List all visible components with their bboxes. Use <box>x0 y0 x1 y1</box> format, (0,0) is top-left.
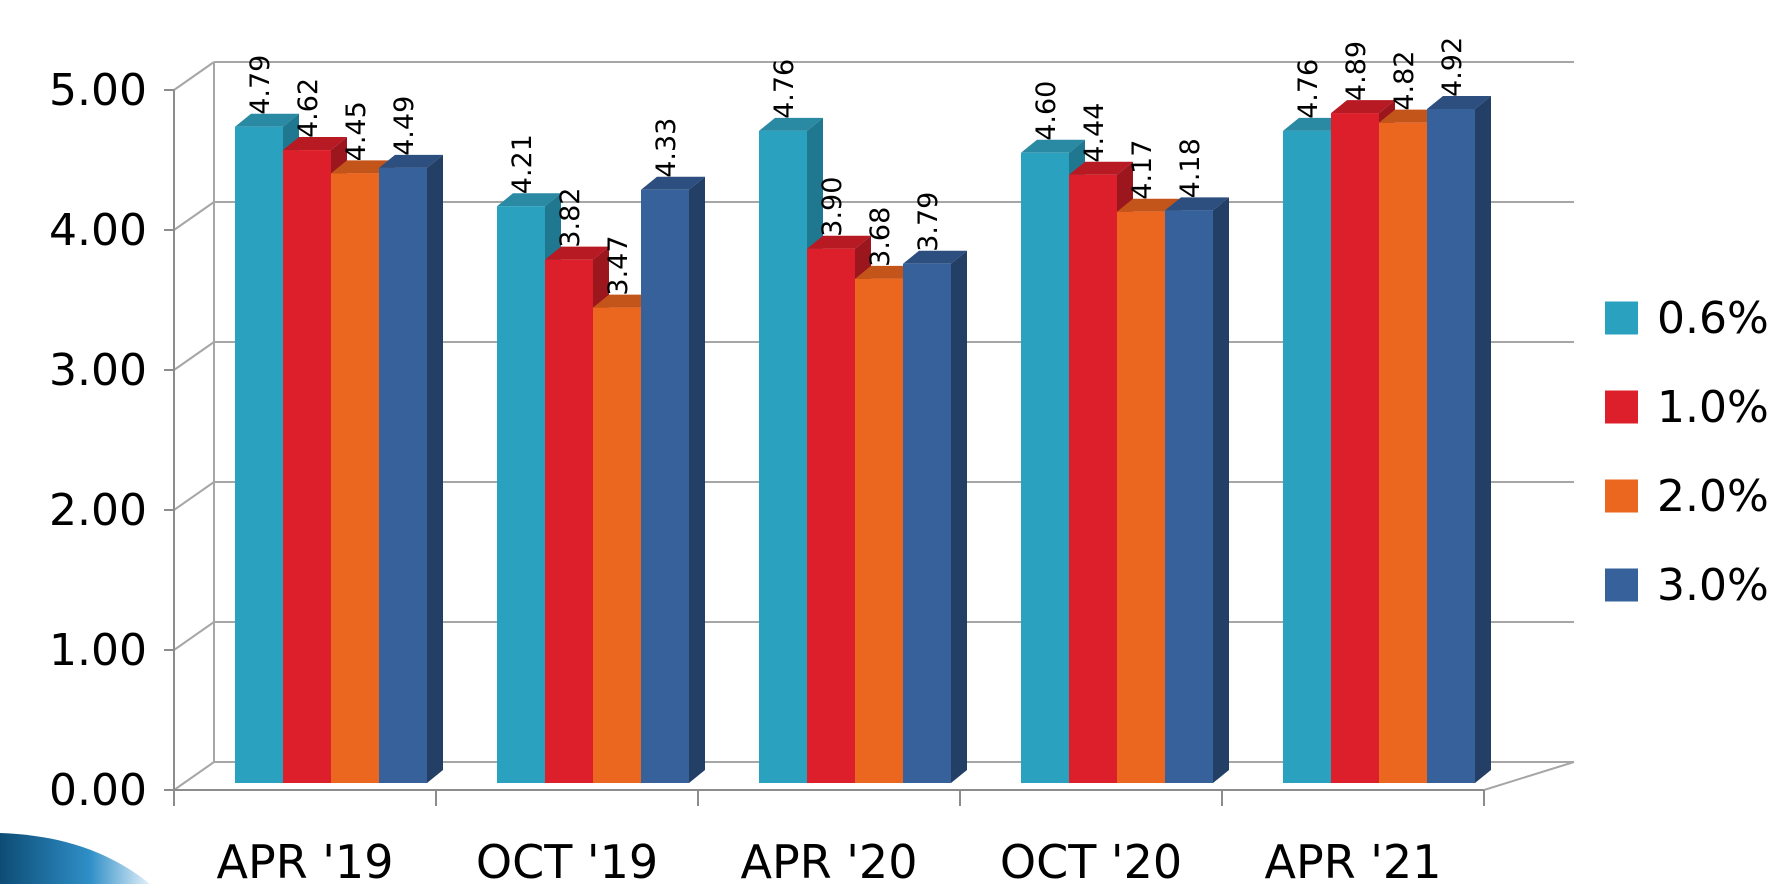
bar-front-face <box>545 259 593 783</box>
y-tick-label: 2.00 <box>49 485 147 536</box>
x-category-label: APR '21 <box>1265 835 1442 884</box>
bar-top-face <box>641 176 705 190</box>
corner-swoosh <box>0 833 150 884</box>
bar-front-face <box>1165 210 1213 784</box>
bar-front-face <box>759 130 807 783</box>
bar-top-face <box>497 193 561 207</box>
bar-front-face <box>331 173 379 784</box>
data-label: 3.82 <box>555 188 586 248</box>
legend-label: 3.0% <box>1657 560 1769 611</box>
gridline-depth-connector <box>173 761 215 791</box>
data-label: 4.49 <box>389 96 420 156</box>
bar-top-face <box>1165 197 1229 211</box>
floor-edge <box>1483 761 1575 791</box>
legend-swatch <box>1605 479 1638 513</box>
data-label: 4.82 <box>1389 51 1420 111</box>
bar-front-face <box>1331 113 1379 783</box>
bar-side-face <box>951 250 967 783</box>
bar-top-face <box>1069 161 1133 175</box>
data-label: 4.33 <box>651 118 682 178</box>
bar-front-face <box>497 206 545 784</box>
gridline-depth-connector <box>173 341 215 371</box>
data-label: 4.76 <box>769 59 800 119</box>
data-label: 4.18 <box>1175 138 1206 198</box>
x-category-label: APR '19 <box>217 835 394 884</box>
x-category-label: OCT '20 <box>1000 835 1182 884</box>
data-label: 4.92 <box>1437 37 1468 97</box>
data-label: 3.90 <box>817 177 848 237</box>
slide-corner-decoration <box>0 833 150 884</box>
bar-front-face <box>283 150 331 783</box>
data-label: 4.17 <box>1127 140 1158 200</box>
y-tick-label: 4.00 <box>49 205 147 256</box>
data-label: 3.47 <box>603 235 634 295</box>
data-label: 4.89 <box>1341 41 1372 101</box>
bar-front-face <box>1117 211 1165 783</box>
bar-front-face <box>1069 174 1117 784</box>
bar-top-face <box>807 235 871 249</box>
legend-swatch <box>1605 390 1638 424</box>
y-tick-label: 5.00 <box>49 65 147 116</box>
bar-top-face <box>1117 198 1181 212</box>
bar-top-face <box>1021 139 1085 153</box>
bar-front-face <box>855 278 903 783</box>
gridline-depth-connector <box>173 621 215 651</box>
y-tick-label: 3.00 <box>49 345 147 396</box>
bar-top-face <box>903 250 967 264</box>
bar-front-face <box>1427 108 1475 783</box>
bar-front-face <box>807 248 855 783</box>
legend-label: 2.0% <box>1657 471 1769 522</box>
y-tick-label: 1.00 <box>49 625 147 676</box>
bar-front-face <box>1379 122 1427 783</box>
legend-label: 1.0% <box>1657 382 1769 433</box>
bar-front-face <box>593 307 641 783</box>
bar-side-face <box>427 154 443 783</box>
bar-top-face <box>545 246 609 260</box>
bar-front-face <box>1021 152 1069 784</box>
bar-top-face <box>379 154 443 168</box>
axes: 0.00 1.00 2.00 3.00 4.00 5.00 APR '19 OCT '19 AP… <box>49 65 1485 884</box>
legend-swatch <box>1605 301 1638 335</box>
bar-top-face <box>1331 100 1395 114</box>
data-label: 4.44 <box>1079 103 1110 163</box>
gridline-depth-connector <box>173 61 215 91</box>
bar-top-face <box>235 113 299 127</box>
data-label: 4.21 <box>507 134 538 194</box>
bar-top-face <box>283 137 347 151</box>
legend: 0.6% 1.0% 2.0% 3.0% <box>1605 293 1769 611</box>
data-label: 4.62 <box>293 78 324 138</box>
data-label: 3.68 <box>865 207 896 267</box>
gridline-depth-connector <box>173 201 215 231</box>
bar-front-face <box>1283 130 1331 783</box>
x-category-label: OCT '19 <box>476 835 658 884</box>
bar-side-face <box>1475 95 1491 783</box>
bars <box>235 95 1491 784</box>
bar-front-face <box>641 189 689 784</box>
data-label: 4.45 <box>341 101 372 161</box>
bar-top-face <box>759 117 823 131</box>
data-label: 3.79 <box>913 192 944 252</box>
bar-front-face <box>379 167 427 783</box>
x-category-label: APR '20 <box>741 835 918 884</box>
bar <box>903 250 967 783</box>
data-label: 4.76 <box>1293 59 1324 119</box>
y-tick-label: 0.00 <box>49 765 147 816</box>
gridline-depth-connector <box>173 481 215 511</box>
legend-swatch <box>1605 568 1638 602</box>
bar-front-face <box>903 263 951 783</box>
bar <box>641 176 705 784</box>
bar-side-face <box>1213 197 1229 784</box>
data-label: 4.60 <box>1031 81 1062 141</box>
bar-side-face <box>689 176 705 784</box>
bar <box>379 154 443 783</box>
data-label: 4.79 <box>245 55 276 115</box>
bar <box>1427 95 1491 783</box>
bar <box>1165 197 1229 784</box>
data-labels: 4.79 4.62 4.45 4.49 4.21 3.82 3.47 4.33 4.76 3.90… <box>245 37 1468 296</box>
bar-front-face <box>235 126 283 783</box>
bar-top-face <box>1427 95 1491 109</box>
legend-label: 0.6% <box>1657 293 1769 344</box>
